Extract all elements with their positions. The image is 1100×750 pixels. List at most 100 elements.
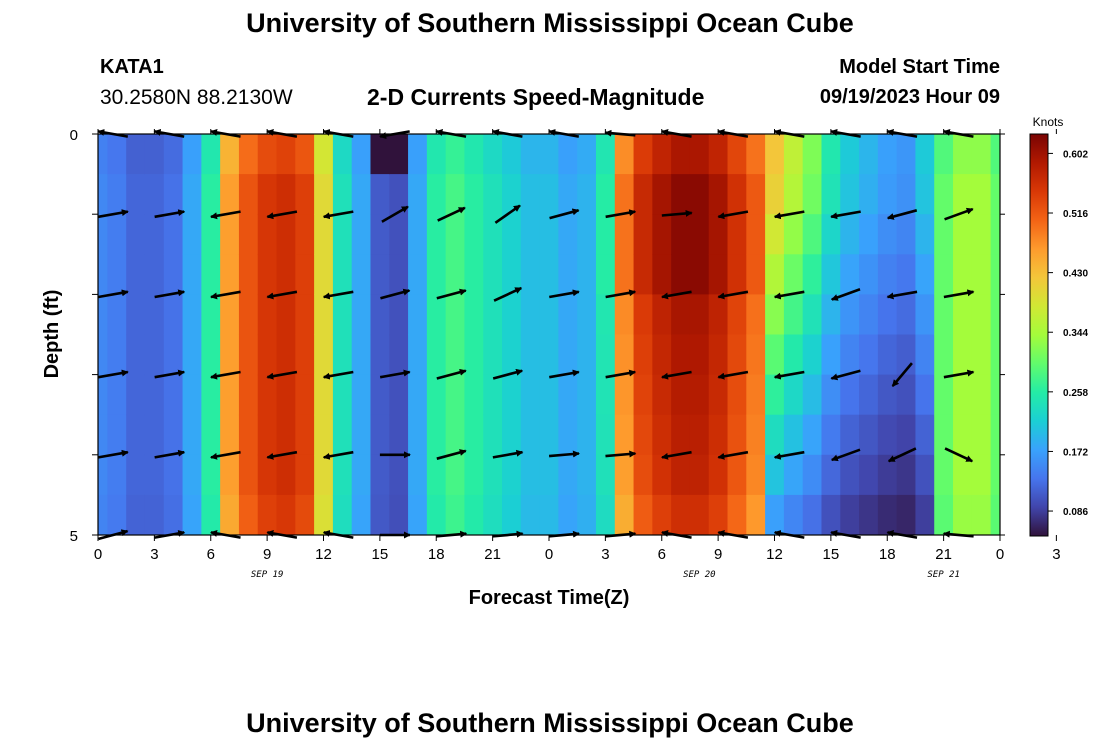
current-vector [717,210,749,220]
current-vector [830,288,861,301]
heatmap-cell [107,254,127,295]
heatmap-cell [295,254,315,295]
heatmap-cell [408,494,428,535]
heatmap-cell [238,374,259,416]
heatmap-cell [915,334,935,376]
heatmap-cell [295,134,315,175]
heatmap-cell [98,494,108,535]
heatmap-cell [370,374,390,416]
heatmap-cell [445,414,466,456]
heatmap-cell [633,294,653,336]
heatmap-cell [614,294,635,336]
heatmap-cell [257,374,278,416]
heatmap-cell [953,134,973,175]
heatmap-cell [201,374,221,416]
heatmap-cell [614,414,635,456]
heatmap-cell [671,494,691,535]
heatmap-cell [558,414,578,456]
heatmap-cell [614,134,635,175]
current-vector [717,370,749,380]
heatmap-cell [126,214,146,255]
x-tick-label: 0 [545,546,553,563]
heatmap-cell [144,134,165,175]
heatmap-cell [577,214,597,255]
heatmap-cell [238,494,259,535]
x-tick-label: 12 [766,546,783,563]
heatmap-cell [464,334,484,376]
heatmap-cell [990,174,1000,215]
heatmap-cell [915,134,935,175]
heatmap-cell [98,254,108,295]
heatmap-cell [520,414,541,456]
current-vector [322,370,354,380]
heatmap-cell [652,294,672,336]
x-tick-label: 18 [879,546,896,563]
heatmap-cell [201,174,221,215]
heatmap-cell [314,494,334,535]
heatmap-cell [821,134,841,175]
heatmap-cell [633,214,653,255]
heatmap-cell [389,454,409,496]
chart-subtitle: 2-D Currents Speed-Magnitude [367,84,705,110]
heatmap-cell [633,454,653,496]
heatmap-cell [520,454,541,496]
heatmap-cell [915,174,935,215]
heatmap-cell [783,214,804,255]
heatmap-cell [314,454,334,496]
heatmap-cell [257,254,278,295]
heatmap-cell [765,374,785,416]
heatmap-cell [934,214,954,255]
heatmap-cell [859,174,879,215]
heatmap-cell [802,494,823,535]
heatmap-cells [98,134,1000,535]
heatmap-cell [502,334,522,376]
heatmap-cell [689,294,710,336]
heatmap-cell [859,214,879,255]
heatmap-cell [934,134,954,175]
current-vector [154,209,186,219]
heatmap-cell [877,414,898,456]
heatmap-cell [220,294,240,336]
heatmap-cell [802,214,823,255]
heatmap-cell [220,134,240,175]
heatmap-cell [765,494,785,535]
heatmap-cell [426,334,447,376]
heatmap-cell [539,494,559,535]
heatmap-cell [915,254,935,295]
heatmap-cell [445,334,466,376]
heatmap-cell [577,374,597,416]
heatmap-cell [445,294,466,336]
heatmap-cell [877,214,898,255]
heatmap-cell [295,454,315,496]
heatmap-cell [802,294,823,336]
heatmap-cell [201,214,221,255]
heatmap-cell [539,374,559,416]
heatmap-cell [539,174,559,215]
heatmap-cell [238,334,259,376]
colorbar-gradient [1029,133,1049,537]
heatmap-cell [295,494,315,535]
heatmap-cell [520,134,541,175]
heatmap-cell [971,294,992,336]
heatmap-cell [295,174,315,215]
heatmap-cell [840,174,860,215]
heatmap-cell [896,134,917,175]
x-tick-label: 9 [263,546,271,563]
heatmap-cell [257,414,278,456]
heatmap-cell [182,134,202,175]
heatmap-cell [671,294,691,336]
heatmap-cell [483,214,503,255]
heatmap-cell [483,374,503,416]
heatmap-cell [934,174,954,215]
current-vector [98,209,129,219]
heatmap-cell [426,134,447,175]
heatmap-cell [182,174,202,215]
heatmap-cell [727,374,747,416]
heatmap-cell [877,174,898,215]
heatmap-cell [370,214,390,255]
heatmap-cell [351,134,372,175]
heatmap-cell [483,254,503,295]
heatmap-cell [445,134,466,175]
heatmap-cell [708,494,729,535]
heatmap-cell [238,214,259,255]
